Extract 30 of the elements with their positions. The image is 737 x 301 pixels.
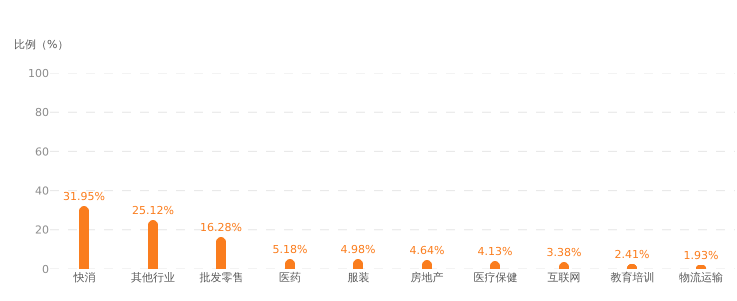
x-tick-label: 物流运输 <box>678 271 723 284</box>
data-label: 5.18% <box>272 243 308 256</box>
y-tick-label: 100 <box>28 66 49 80</box>
data-label: 4.64% <box>410 244 444 257</box>
bar <box>79 206 89 269</box>
y-tick-label: 20 <box>35 224 49 237</box>
bar <box>216 237 226 269</box>
x-tick-label: 服装 <box>347 271 370 284</box>
data-label: 2.41% <box>614 248 650 261</box>
y-tick-label: 40 <box>35 184 49 198</box>
x-tick-label: 互联网 <box>547 271 580 284</box>
y-tick-label: 60 <box>35 145 49 158</box>
data-label: 3.38% <box>546 246 582 259</box>
x-tick-label: 医药 <box>278 271 301 284</box>
y-tick-label: 0 <box>42 262 49 276</box>
x-tick-label: 快消 <box>72 271 96 284</box>
data-label: 16.28% <box>200 221 242 234</box>
x-tick-label: 批发零售 <box>199 271 244 284</box>
x-tick-label: 房地产 <box>410 271 444 284</box>
y-tick-label: 80 <box>35 106 49 120</box>
data-label: 4.13% <box>478 245 512 258</box>
data-label: 31.95% <box>63 190 105 203</box>
x-tick-label: 医疗保健 <box>473 271 518 284</box>
y-axis-title: 比例（%） <box>14 38 68 51</box>
data-label: 4.98% <box>340 243 376 256</box>
bar <box>148 220 158 269</box>
data-label: 1.93% <box>684 249 718 262</box>
data-label: 25.12% <box>132 204 174 217</box>
x-tick-label: 其他行业 <box>130 271 175 284</box>
x-tick-label: 教育培训 <box>610 271 654 284</box>
